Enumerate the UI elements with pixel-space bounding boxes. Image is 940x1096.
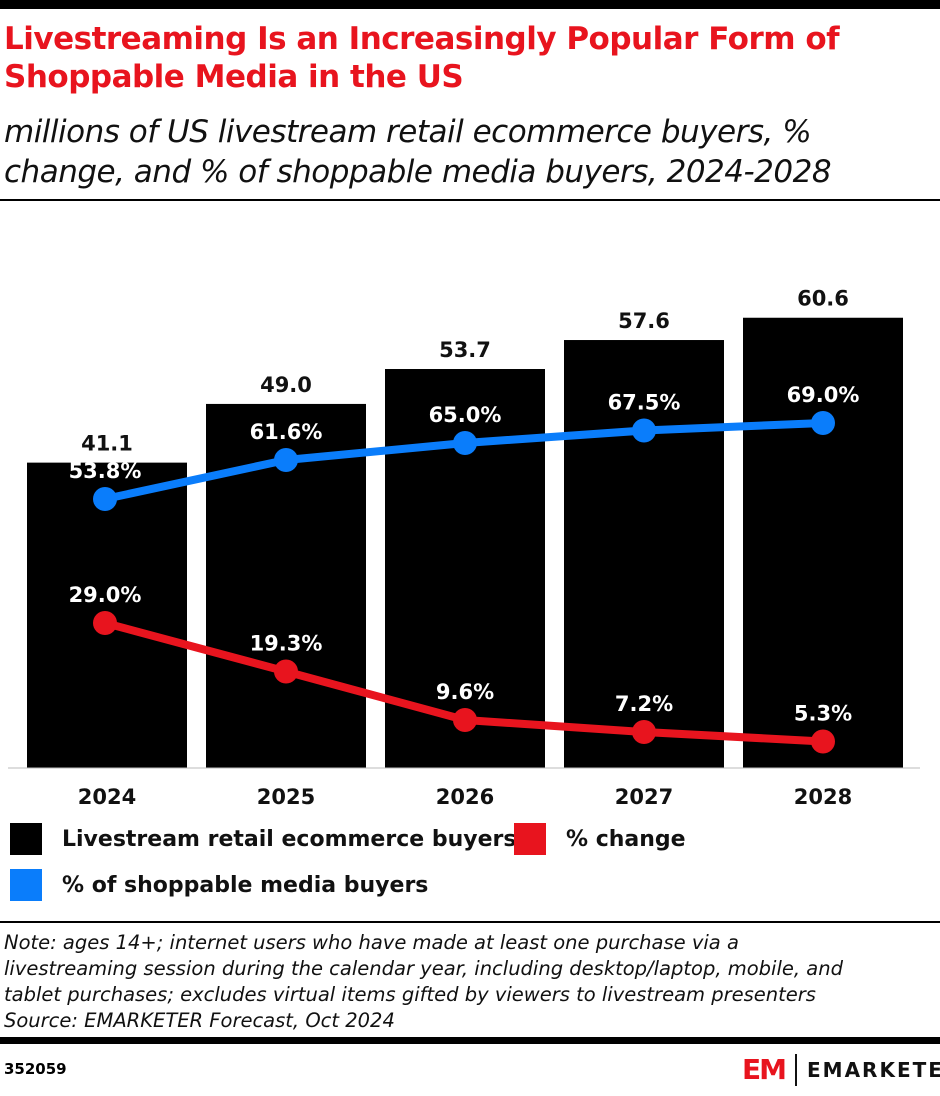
bottom-bar [0, 1037, 940, 1044]
x-tick-label: 2025 [257, 785, 315, 809]
bar-value-label: 60.6 [797, 287, 849, 311]
bar-value-label: 41.1 [81, 432, 133, 456]
chart-area: 41.1 49.0 53.7 57.6 60.6 2024 2025 2026 2027 2028… [8, 287, 920, 809]
legend-item-shoppable: % of shoppable media buyers [10, 869, 428, 901]
logo-separator [795, 1053, 797, 1086]
data-point [93, 487, 117, 511]
data-point [811, 729, 835, 754]
line-value-label: 9.6% [436, 680, 494, 704]
data-point [274, 659, 298, 684]
legend-label: % of shoppable media buyers [62, 872, 429, 898]
note-line: livestreaming session during the calenda… [4, 957, 843, 980]
legend-item-change: % change [514, 823, 686, 855]
divider [0, 199, 940, 201]
top-bar [0, 0, 940, 9]
legend-label: % change [566, 826, 686, 852]
data-point [632, 720, 656, 744]
x-tick-label: 2026 [436, 785, 494, 809]
line-value-label: 69.0% [787, 383, 860, 407]
bar-value-label: 49.0 [260, 373, 312, 397]
bar-value-label: 53.7 [439, 338, 491, 362]
note-line: tablet purchases; excludes virtual items… [4, 983, 816, 1006]
chart-title: Livestreaming Is an Increasingly Popular… [4, 21, 840, 95]
legend-swatch [514, 823, 546, 855]
chart-subtitle: millions of US livestream retail ecommer… [4, 114, 832, 190]
bar [564, 340, 724, 768]
divider [0, 921, 940, 923]
data-point [453, 708, 477, 732]
line-value-label: 65.0% [429, 403, 502, 427]
line-value-label: 5.3% [794, 702, 852, 726]
line-value-label: 53.8% [69, 459, 142, 483]
data-point [632, 418, 656, 443]
bar-value-label: 57.6 [618, 309, 670, 333]
legend-item-buyers: Livestream retail ecommerce buyers [10, 823, 516, 855]
x-tick-label: 2027 [615, 785, 673, 809]
source-line: Source: EMARKETER Forecast, Oct 2024 [4, 1009, 395, 1032]
line-value-label: 29.0% [69, 583, 142, 607]
note-line: Note: ages 14+; internet users who have … [4, 931, 739, 954]
legend-swatch [10, 869, 42, 901]
line-value-label: 67.5% [608, 391, 681, 415]
emarketer-logo: EM EMARKETER [742, 1053, 940, 1086]
legend-swatch [10, 823, 42, 855]
line-value-label: 7.2% [615, 692, 673, 716]
bar [743, 317, 903, 768]
data-point [811, 411, 835, 435]
data-point [274, 448, 298, 472]
chart-note: Note: ages 14+; internet users who have … [4, 930, 843, 1034]
chart-id: 352059 [4, 1060, 67, 1078]
line-value-label: 61.6% [250, 420, 323, 444]
legend-label: Livestream retail ecommerce buyers [62, 826, 517, 852]
data-point [453, 431, 477, 455]
logo-name: EMARKETER [807, 1057, 940, 1082]
logo-mark: EM [742, 1053, 787, 1086]
data-point [93, 611, 117, 635]
x-tick-label: 2024 [78, 785, 136, 809]
line-value-label: 19.3% [250, 632, 323, 656]
x-tick-label: 2028 [794, 785, 852, 809]
